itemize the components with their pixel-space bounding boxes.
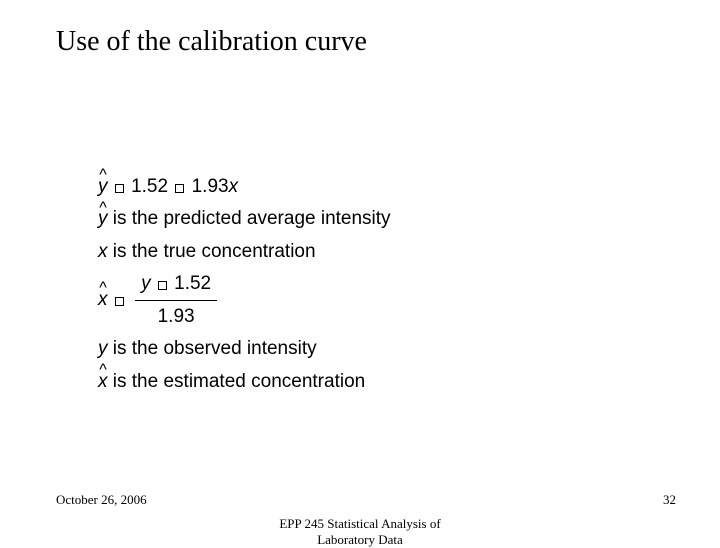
- missing-glyph-icon: [158, 281, 167, 290]
- equation-line-5: y is the observed intensity: [98, 334, 391, 363]
- slide: Use of the calibration curve y 1.52 1.93…: [0, 0, 720, 540]
- equation-line-4: x y 1.52 1.93: [98, 269, 391, 331]
- missing-glyph-icon: [115, 184, 124, 193]
- fraction-numerator: y 1.52: [135, 269, 217, 300]
- page-title: Use of the calibration curve: [56, 26, 367, 58]
- description-text: is the observed intensity: [113, 338, 317, 359]
- y-var: y: [141, 273, 151, 294]
- y-hat: y: [98, 204, 108, 233]
- constant: 1.52: [131, 176, 168, 197]
- equation-line-2: y is the predicted average intensity: [98, 204, 391, 233]
- equation-block: y 1.52 1.93x y is the predicted average …: [98, 172, 391, 399]
- footer-date: October 26, 2006: [56, 492, 147, 508]
- equation-line-3: x is the true concentration: [98, 237, 391, 266]
- description-text: is the predicted average intensity: [113, 208, 391, 229]
- footer-title: EPP 245 Statistical Analysis of Laborato…: [0, 516, 720, 548]
- missing-glyph-icon: [115, 297, 124, 306]
- x-var: x: [98, 241, 108, 262]
- x-var: x: [229, 176, 239, 197]
- equation-line-6: x is the estimated concentration: [98, 367, 391, 396]
- fraction-denominator: 1.93: [135, 301, 217, 331]
- footer-page-number: 32: [663, 492, 676, 508]
- numerator-const: 1.52: [174, 273, 211, 294]
- slope: 1.93: [192, 176, 229, 197]
- footer-line1: EPP 245 Statistical Analysis of: [279, 516, 440, 531]
- description-text: is the true concentration: [113, 241, 316, 262]
- y-var: y: [98, 338, 108, 359]
- fraction: y 1.52 1.93: [135, 269, 217, 331]
- description-text: is the estimated concentration: [113, 371, 365, 392]
- missing-glyph-icon: [175, 184, 184, 193]
- equation-line-1: y 1.52 1.93x: [98, 172, 391, 201]
- x-hat: x: [98, 285, 108, 314]
- x-hat: x: [98, 367, 108, 396]
